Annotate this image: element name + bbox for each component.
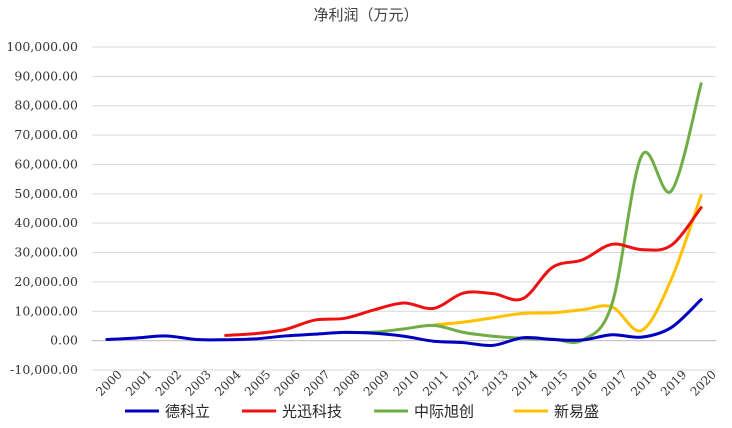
y-tick-label: 10,000.00 <box>14 303 78 318</box>
grid-lines <box>92 46 716 371</box>
chart-title: 净利润（万元） <box>313 6 419 24</box>
series-lines <box>105 82 703 347</box>
x-tick-label: 2008 <box>331 367 362 398</box>
y-tick-label: 100,000.00 <box>6 39 78 54</box>
x-tick-label: 2005 <box>242 367 273 398</box>
x-tick-label: 2001 <box>123 367 154 398</box>
x-tick-label: 2006 <box>272 367 303 398</box>
legend: 德科立 光迅科技 中际旭创 新易盛 <box>125 403 599 421</box>
series-line-4 <box>432 193 703 333</box>
series-line-1 <box>105 298 703 347</box>
y-tick-label: 20,000.00 <box>14 274 78 289</box>
x-tick-label: 2003 <box>182 367 213 398</box>
legend-label: 光迅科技 <box>282 403 342 421</box>
y-tick-label: 90,000.00 <box>14 68 78 83</box>
series-line-2 <box>224 206 703 337</box>
y-axis: -10,000.00 0.00 10,000.00 20,000.00 30,000.0… <box>6 39 78 377</box>
x-tick-label: 2014 <box>509 367 541 399</box>
legend-label: 新易盛 <box>554 403 599 421</box>
legend-label: 中际旭创 <box>414 403 474 421</box>
x-tick-label: 2018 <box>628 367 659 398</box>
x-tick-label: 2010 <box>390 367 421 398</box>
x-tick-label: 2011 <box>420 367 451 398</box>
x-tick-label: 2016 <box>569 367 600 398</box>
y-tick-label: 70,000.00 <box>14 127 78 142</box>
x-tick-label: 2015 <box>539 367 570 398</box>
x-tick-label: 2019 <box>658 367 689 398</box>
x-tick-label: 2012 <box>450 367 481 398</box>
x-tick-label: 2002 <box>153 367 184 398</box>
y-tick-label: 40,000.00 <box>14 215 78 230</box>
y-tick-label: 60,000.00 <box>14 156 78 171</box>
y-tick-label: 0.00 <box>50 333 78 348</box>
x-tick-label: 2020 <box>688 367 719 398</box>
x-tick-label: 2013 <box>480 367 511 398</box>
x-tick-label: 2007 <box>301 367 332 398</box>
x-tick-label: 2017 <box>598 367 629 398</box>
y-tick-label: 80,000.00 <box>14 98 78 113</box>
y-tick-label: 30,000.00 <box>14 245 78 260</box>
legend-label: 德科立 <box>165 403 210 421</box>
x-tick-label: 2000 <box>93 367 124 398</box>
x-tick-label: 2004 <box>212 367 244 399</box>
x-tick-label: 2009 <box>361 367 392 398</box>
y-tick-label: -10,000.00 <box>10 362 78 377</box>
y-tick-label: 50,000.00 <box>14 186 78 201</box>
